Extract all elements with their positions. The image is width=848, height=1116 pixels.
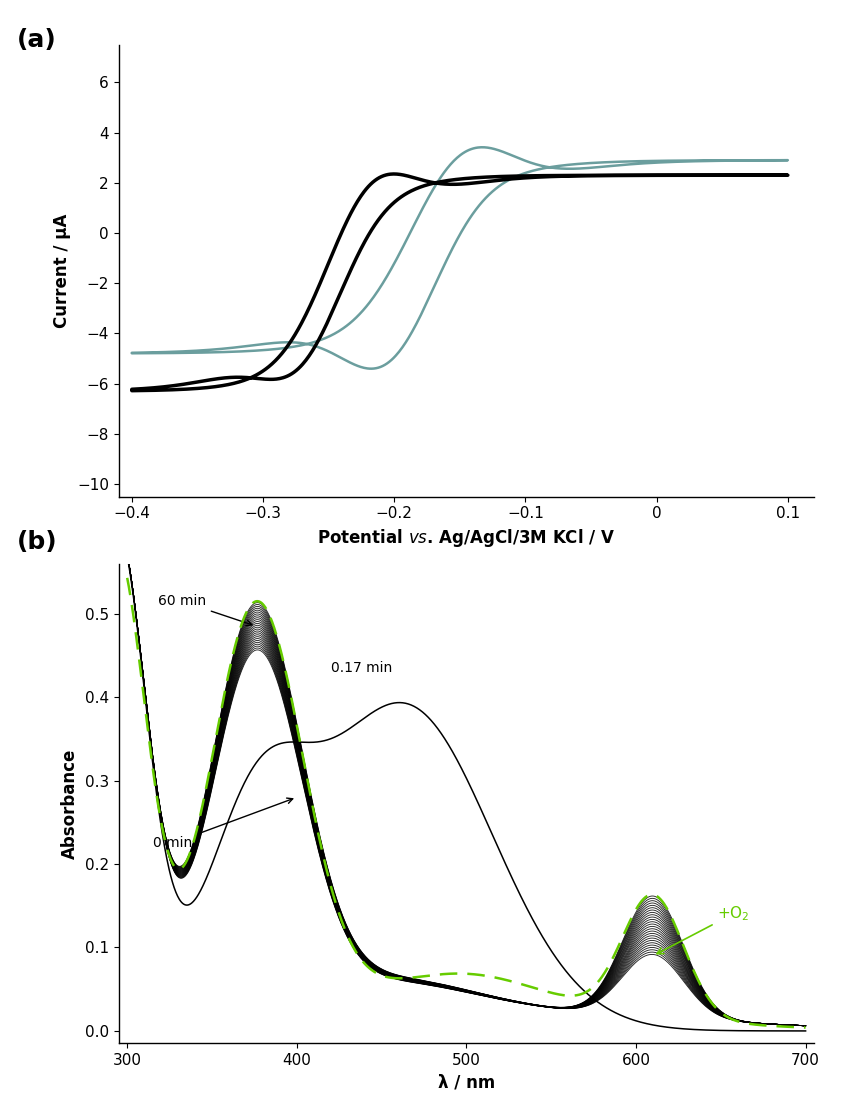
Text: 60 min: 60 min	[158, 595, 252, 626]
Text: (b): (b)	[17, 530, 58, 555]
Text: (a): (a)	[17, 28, 57, 52]
Text: 0 min: 0 min	[153, 798, 293, 850]
Text: 0.17 min: 0.17 min	[331, 661, 392, 675]
Y-axis label: Absorbance: Absorbance	[61, 749, 79, 858]
Text: +O$_2$: +O$_2$	[657, 904, 750, 954]
Y-axis label: Current / μA: Current / μA	[53, 213, 71, 328]
X-axis label: Potential $\mathit{vs}$. Ag/AgCl/3M KCl / V: Potential $\mathit{vs}$. Ag/AgCl/3M KCl …	[317, 527, 616, 549]
X-axis label: λ / nm: λ / nm	[438, 1074, 495, 1091]
